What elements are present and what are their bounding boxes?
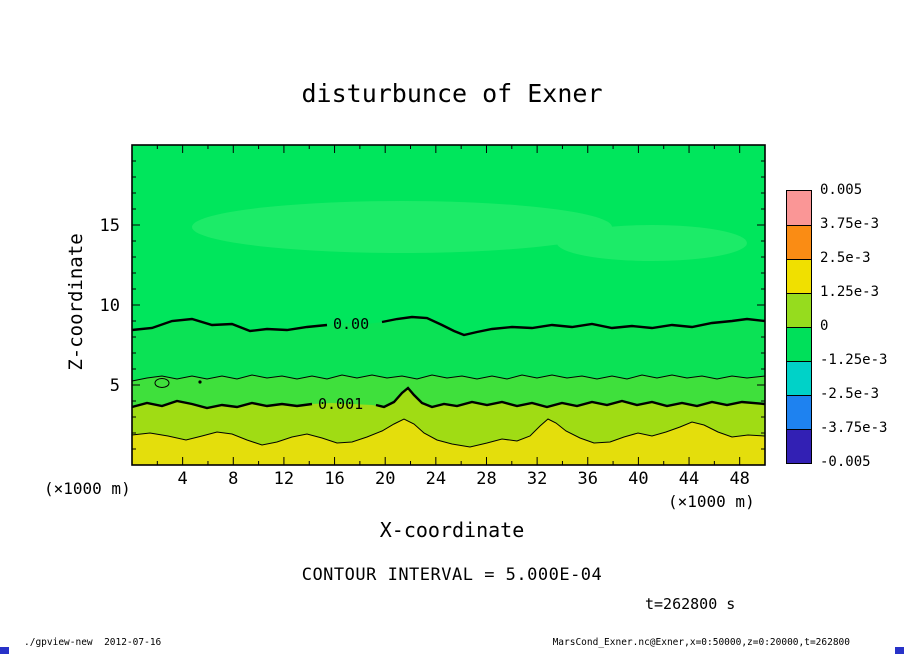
colorbar-tick-label: -0.005 xyxy=(820,454,871,470)
corner-mark xyxy=(895,647,904,654)
x-tick-label: 4 xyxy=(178,469,188,489)
x-axis-unit: (×1000 m) xyxy=(668,492,755,511)
y-tick-label: 15 xyxy=(100,216,120,236)
contour-line-1.5e-3 xyxy=(131,418,766,448)
x-tick-label: 8 xyxy=(228,469,238,489)
fill-band-bottom xyxy=(132,419,765,465)
time-label: t=262800 s xyxy=(645,595,736,613)
y-axis-unit: (×1000 m) xyxy=(44,479,131,498)
x-tick-label: 32 xyxy=(527,469,547,489)
colorbar-box xyxy=(787,259,811,293)
y-tick-label: 5 xyxy=(110,376,120,396)
colorbar-tick-label: 0.005 xyxy=(820,182,863,198)
x-tick-label: 40 xyxy=(628,469,648,489)
y-tick-label: 10 xyxy=(100,296,120,316)
footer-source-text: MarsCond_Exner.nc@Exner,x=0:50000,z=0:20… xyxy=(552,637,850,648)
colorbar-tick-label: 1.25e-3 xyxy=(820,284,880,300)
colorbar-box xyxy=(787,395,811,429)
y-axis-label: Z-coordinate xyxy=(65,233,87,371)
colorbar-box xyxy=(787,191,811,225)
contour-label-zero: 0.00 xyxy=(333,315,369,333)
corner-mark xyxy=(0,647,9,654)
x-tick-label: 48 xyxy=(729,469,749,489)
contour-closed-loop xyxy=(154,378,170,388)
colorbar-tick-label: -1.25e-3 xyxy=(820,352,888,368)
footer-command-text: ./gpview-new 2012-07-16 xyxy=(24,637,162,648)
contour-label-0.001: 0.001 xyxy=(318,395,363,413)
colorbar-tick-label: 0 xyxy=(820,318,829,334)
colorbar-box xyxy=(787,293,811,327)
colorbar-tick-label: 2.5e-3 xyxy=(820,250,871,266)
contour-speck xyxy=(198,380,202,384)
fill-upper-patch xyxy=(557,225,747,261)
x-tick-label: 44 xyxy=(679,469,699,489)
x-axis-label: X-coordinate xyxy=(379,518,525,542)
x-tick-label: 12 xyxy=(274,469,294,489)
colorbar-tick-label: 3.75e-3 xyxy=(820,216,880,232)
colorbar-box xyxy=(787,327,811,361)
colorbar xyxy=(786,190,812,464)
colorbar-labels: 0.005 3.75e-3 2.5e-3 1.25e-3 0 -1.25e-3 -2.5e-… xyxy=(820,182,896,470)
x-tick-label: 36 xyxy=(578,469,598,489)
x-tick-label: 24 xyxy=(426,469,446,489)
contour-line-0.00 xyxy=(131,317,328,333)
chart-title: disturbunce of Exner xyxy=(301,79,603,108)
contour-line-0.001 xyxy=(375,386,766,409)
contour-line-0.001 xyxy=(131,399,313,410)
colorbar-box xyxy=(787,429,811,463)
x-tick-label: 20 xyxy=(375,469,395,489)
colorbar-tick-label: -2.5e-3 xyxy=(820,386,880,402)
contour-interval-label: CONTOUR INTERVAL = 5.000E-04 xyxy=(301,565,603,585)
fill-upper-patch xyxy=(192,201,612,253)
colorbar-box xyxy=(787,225,811,259)
colorbar-tick-label: -3.75e-3 xyxy=(820,420,888,436)
contour-line-5e-4 xyxy=(131,374,766,382)
colorbar-box xyxy=(787,361,811,395)
contour-line-0.00 xyxy=(381,315,766,337)
x-tick-label: 28 xyxy=(476,469,496,489)
x-tick-label: 16 xyxy=(324,469,344,489)
